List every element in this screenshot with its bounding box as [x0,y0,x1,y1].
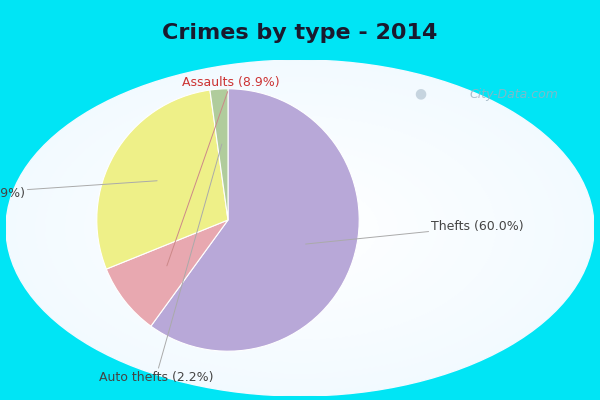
Ellipse shape [65,94,535,362]
Ellipse shape [114,122,486,334]
Text: Thefts (60.0%): Thefts (60.0%) [305,220,524,244]
Ellipse shape [26,71,574,385]
Ellipse shape [124,127,476,329]
Ellipse shape [153,144,447,312]
Ellipse shape [85,105,515,351]
Text: Crimes by type - 2014: Crimes by type - 2014 [163,23,437,43]
Ellipse shape [221,183,379,273]
Ellipse shape [143,138,457,318]
Text: Auto thefts (2.2%): Auto thefts (2.2%) [98,144,222,384]
Ellipse shape [202,172,398,284]
Text: City-Data.com: City-Data.com [469,88,558,101]
Wedge shape [210,89,228,220]
Ellipse shape [173,155,427,301]
Ellipse shape [212,178,388,278]
Wedge shape [97,90,228,269]
Ellipse shape [45,82,555,374]
Ellipse shape [35,77,565,379]
Ellipse shape [232,189,368,267]
Text: ●: ● [414,86,426,100]
Ellipse shape [192,166,408,290]
Ellipse shape [104,116,496,340]
Ellipse shape [280,217,320,239]
Ellipse shape [182,161,418,295]
Ellipse shape [163,150,437,306]
Ellipse shape [6,60,594,396]
Ellipse shape [16,66,584,390]
Wedge shape [106,220,228,326]
Ellipse shape [55,88,545,368]
Wedge shape [151,89,359,351]
Text: Burglaries (28.9%): Burglaries (28.9%) [0,181,157,200]
Text: Assaults (8.9%): Assaults (8.9%) [167,76,280,266]
Ellipse shape [290,222,310,234]
Ellipse shape [94,110,506,346]
Ellipse shape [241,194,359,262]
Ellipse shape [74,99,526,357]
Ellipse shape [261,206,339,250]
Ellipse shape [251,200,349,256]
Ellipse shape [133,133,467,323]
Ellipse shape [271,211,329,245]
